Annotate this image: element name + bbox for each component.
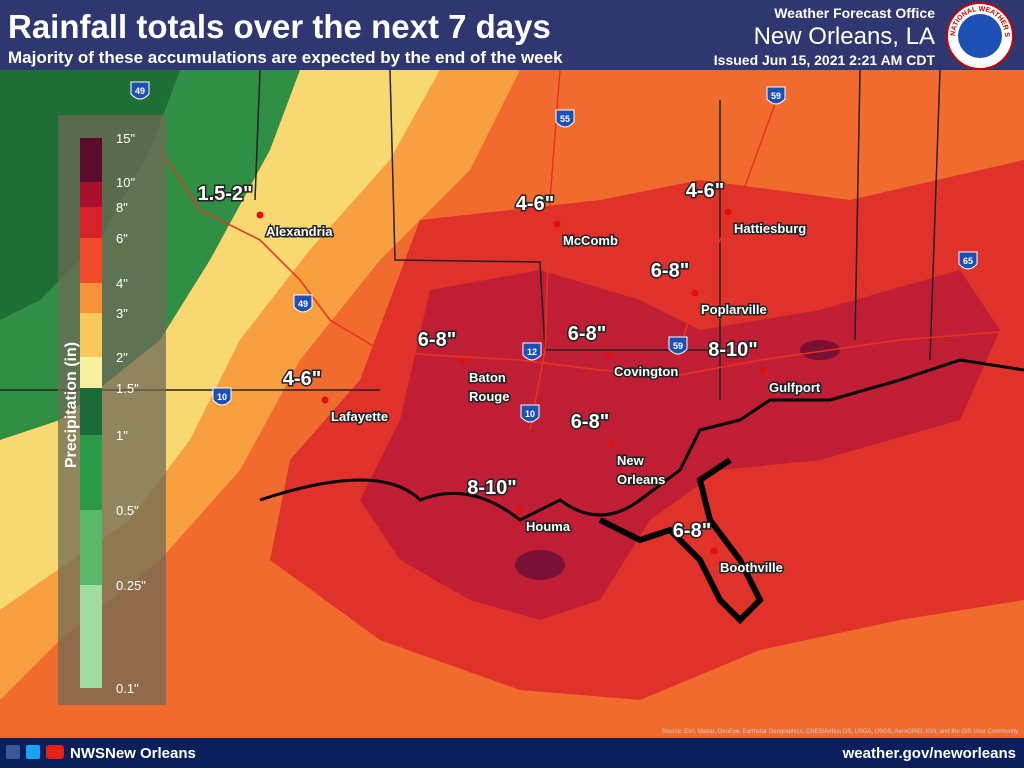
legend-swatch: [80, 182, 102, 207]
interstate-number: 59: [771, 91, 781, 101]
city-name: Rouge: [469, 389, 509, 404]
city-dot: [759, 367, 767, 375]
interstate-shield: [668, 336, 688, 355]
interstate-shield: [555, 109, 575, 128]
zone-max: [515, 550, 565, 580]
state-borders: [0, 69, 941, 400]
city-name: Hattiesburg: [734, 221, 806, 236]
legend-label: 10": [116, 175, 135, 190]
amount-label: 8-10": [708, 339, 758, 361]
legend-label: 2": [116, 350, 128, 365]
city-name: Covington: [614, 364, 678, 379]
interstate-shield: [522, 342, 542, 361]
legend-swatch: [80, 510, 102, 585]
city-dot: [724, 208, 732, 216]
twitter-icon[interactable]: [26, 745, 40, 759]
city-name: Gulfport: [769, 380, 821, 395]
city-dot: [459, 357, 467, 365]
legend-swatch: [80, 388, 102, 435]
legend-label: 1": [116, 428, 128, 443]
coastline: [259, 358, 1024, 522]
footer-handle: NWSNew Orleans: [70, 745, 196, 762]
legend-swatch: [80, 283, 102, 313]
interstate-number: 49: [298, 299, 308, 309]
city-name: Poplarville: [701, 302, 767, 317]
legend-swatch: [80, 138, 102, 182]
footer-url[interactable]: weather.gov/neworleans: [842, 745, 1016, 762]
amount-label: 4-6": [283, 368, 321, 390]
legend-swatch: [80, 435, 102, 510]
interstate-number: 10: [525, 409, 535, 419]
city-name: Alexandria: [266, 224, 333, 239]
subtitle: Majority of these accumulations are expe…: [8, 48, 563, 67]
legend-label: 15": [116, 131, 135, 146]
office: Weather Forecast Office: [774, 5, 935, 21]
city-name: Houma: [526, 519, 571, 534]
city-dot: [553, 220, 561, 228]
interstate-number: 65: [963, 256, 973, 266]
legend-label: 4": [116, 276, 128, 291]
footer-bar: [0, 738, 1024, 768]
city-name: Baton: [469, 370, 506, 385]
interstate-shield: [766, 86, 786, 105]
delta: [598, 457, 764, 625]
legend-label: 1.5": [116, 381, 139, 396]
city-name: Orleans: [617, 472, 665, 487]
amount-label: 6-8": [571, 411, 609, 433]
amount-label: 4-6": [516, 193, 554, 215]
amount-label: 6-8": [673, 520, 711, 542]
location: New Orleans, LA: [754, 23, 935, 50]
legend-label: 8": [116, 200, 128, 215]
city-dot: [691, 289, 699, 297]
youtube-icon[interactable]: [46, 745, 64, 759]
interstate-lines: [159, 69, 1024, 431]
city-name: New: [617, 453, 645, 468]
interstate-shield: [130, 81, 150, 100]
city-dot: [321, 396, 329, 404]
city-name: Boothville: [720, 560, 783, 575]
legend-label: 0.5": [116, 503, 139, 518]
facebook-icon[interactable]: [6, 745, 20, 759]
interstate-shield: [520, 404, 540, 423]
amount-label: 1.5-2": [197, 183, 252, 205]
interstate-shield: [212, 387, 232, 406]
city-dot: [256, 211, 264, 219]
legend-swatch: [80, 357, 102, 388]
legend-label: 3": [116, 306, 128, 321]
city-name: McComb: [563, 233, 618, 248]
city-name: Lafayette: [331, 409, 388, 424]
interstate-number: 59: [673, 341, 683, 351]
zone-max: [800, 340, 840, 360]
interstate-number: 12: [527, 347, 537, 357]
issued: Issued Jun 15, 2021 2:21 AM CDT: [714, 52, 936, 68]
legend-label: 0.1": [116, 681, 139, 696]
amount-label: 6-8": [651, 260, 689, 282]
interstate-number: 49: [135, 86, 145, 96]
legend-label: 0.25": [116, 578, 146, 593]
legend-title: Precipitation (in): [63, 342, 80, 468]
city-dot: [516, 506, 524, 514]
amount-label: 6-8": [568, 323, 606, 345]
zone-dark-red: [360, 270, 1000, 620]
amount-label: 6-8": [418, 329, 456, 351]
interstate-number: 10: [217, 392, 227, 402]
title: Rainfall totals over the next 7 days: [8, 8, 551, 45]
city-dot: [607, 440, 615, 448]
legend-box: [58, 115, 166, 705]
header-bar: [0, 0, 1024, 70]
city-dot: [710, 547, 718, 555]
legend-swatch: [80, 313, 102, 357]
source: Source: Esri, Maxar, GeoEye, Earthstar G…: [662, 729, 1018, 735]
amount-label: 4-6": [686, 180, 724, 202]
legend-swatch: [80, 585, 102, 688]
interstate-number: 55: [560, 114, 570, 124]
interstate-shield: [958, 251, 978, 270]
amount-label: 8-10": [467, 477, 517, 499]
city-dot: [604, 351, 612, 359]
interstate-shield: [293, 294, 313, 313]
legend-label: 6": [116, 231, 128, 246]
legend-swatch: [80, 207, 102, 238]
legend-swatch: [80, 238, 102, 283]
